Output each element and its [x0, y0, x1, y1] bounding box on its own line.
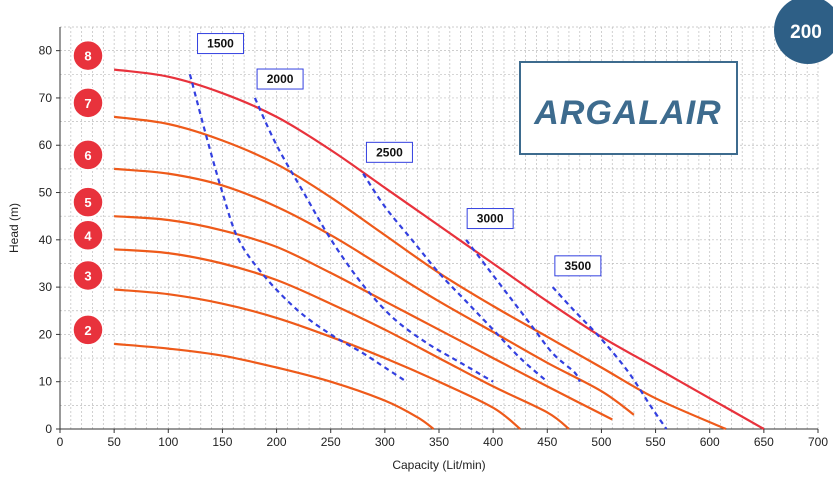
x-tick-label: 450	[537, 435, 557, 449]
x-tick-label: 500	[591, 435, 611, 449]
y-tick-label: 10	[39, 375, 53, 389]
pressure-badge-2	[72, 314, 104, 346]
y-tick-label: 60	[39, 138, 53, 152]
pressure-badge-5	[72, 186, 104, 218]
x-tick-label: 150	[212, 435, 232, 449]
logo: ARGALAIR	[519, 61, 738, 155]
y-axis-ticks: 0 10 20 30 40 50 60 70 80	[39, 44, 60, 436]
flow-curve-3500	[551, 286, 668, 430]
x-tick-label: 0	[57, 435, 64, 449]
flow-label-1500: 1500	[207, 37, 234, 51]
flow-label-box	[256, 68, 304, 90]
x-tick-label: 550	[646, 435, 666, 449]
pressure-badge-label: 6	[84, 148, 91, 163]
pressure-curve-8	[113, 68, 765, 430]
pressure-badge-3	[72, 259, 104, 292]
x-tick-label: 700	[808, 435, 828, 449]
model-badge-circle	[774, 0, 833, 64]
model-badge-text: 200	[790, 22, 822, 43]
x-tick-label: 50	[107, 435, 121, 449]
flow-labels: 1500 2000 2500 3000 3500	[197, 33, 602, 277]
pressure-badge-6	[72, 139, 104, 171]
pressure-badge-label: 8	[84, 49, 91, 64]
pressure-curve-7	[113, 115, 727, 431]
pressure-curves	[113, 68, 765, 431]
flow-label-2500: 2500	[376, 145, 403, 159]
flow-label-box	[466, 208, 514, 230]
y-tick-label: 70	[39, 91, 53, 105]
x-tick-label: 300	[375, 435, 395, 449]
x-axis-label: Capacity (Lit/min)	[392, 458, 485, 472]
flow-label-3000: 3000	[477, 212, 504, 226]
y-tick-label: 50	[39, 186, 53, 200]
flow-curve-2000	[253, 97, 494, 383]
x-axis-ticks: 0 50 100 150 200 250 300 350 400 450 500 550 600 650 7…	[57, 429, 828, 449]
x-tick-label: 600	[700, 435, 720, 449]
logo-text: ARGALAIR	[533, 94, 721, 132]
pressure-badge-label: 4	[84, 228, 92, 243]
flow-label-box	[197, 33, 245, 55]
pressure-curve-2	[114, 342, 435, 430]
x-tick-label: 400	[483, 435, 503, 449]
pressure-badge-8	[72, 39, 104, 72]
pressure-badge-label: 7	[84, 96, 91, 111]
pressure-badge-7	[72, 87, 104, 119]
y-axis-label: Head (m)	[7, 203, 21, 253]
logo-frame	[519, 61, 738, 155]
pressure-curve-4	[114, 248, 570, 430]
flow-label-2000: 2000	[267, 72, 294, 86]
flow-label-box	[554, 255, 602, 277]
flow-label-3500: 3500	[565, 259, 592, 273]
y-tick-label: 0	[45, 422, 52, 436]
x-tick-label: 200	[267, 435, 287, 449]
pressure-curve-5	[114, 215, 613, 421]
pressure-curve-6	[114, 167, 635, 416]
pressure-badge-label: 2	[84, 323, 91, 338]
x-tick-label: 350	[429, 435, 449, 449]
y-tick-label: 80	[39, 44, 53, 58]
flow-curve-3000	[465, 239, 581, 383]
x-tick-label: 650	[754, 435, 774, 449]
pressure-curve-3	[114, 288, 521, 430]
y-tick-label: 30	[39, 280, 53, 294]
flow-curves	[188, 74, 668, 430]
flow-curve-1500	[188, 74, 408, 383]
pressure-badge-label: 3	[84, 268, 91, 283]
flow-label-box	[365, 141, 413, 163]
pressure-badge-4	[72, 219, 104, 252]
y-tick-label: 20	[39, 327, 53, 341]
flow-curve-2500	[362, 172, 549, 383]
pressure-badges: 8 7 6 5 4 3 2	[72, 39, 104, 346]
pressure-badge-label: 5	[84, 195, 91, 210]
x-tick-label: 250	[321, 435, 341, 449]
y-tick-label: 40	[39, 233, 53, 247]
model-badge: 200	[774, 0, 833, 64]
x-tick-label: 100	[158, 435, 178, 449]
